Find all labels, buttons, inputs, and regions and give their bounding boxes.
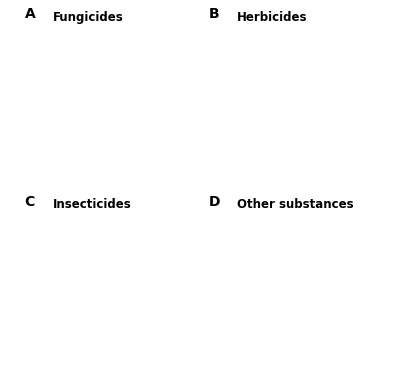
Text: A: A (24, 8, 35, 21)
Text: Other substances: Other substances (237, 198, 353, 211)
Text: Fungicides: Fungicides (53, 11, 123, 24)
Text: C: C (24, 195, 35, 209)
Text: Herbicides: Herbicides (237, 11, 307, 24)
Text: B: B (209, 8, 219, 21)
Text: Insecticides: Insecticides (53, 198, 131, 211)
Text: D: D (209, 195, 220, 209)
